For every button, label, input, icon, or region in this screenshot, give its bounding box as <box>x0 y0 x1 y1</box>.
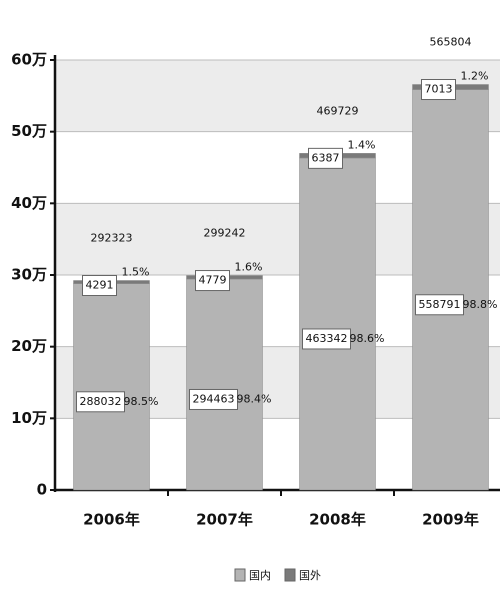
x-tick-label: 2007年 <box>196 511 253 529</box>
label-box <box>308 147 343 169</box>
x-tick-label: 2006年 <box>83 511 140 529</box>
bar-segment <box>73 283 150 491</box>
share-label: 98.8% <box>463 298 498 311</box>
label-box <box>195 270 230 292</box>
label-box <box>415 294 464 316</box>
label-box <box>421 79 456 101</box>
legend-label: 国外 <box>299 569 321 582</box>
data-label: 463342 <box>306 332 348 345</box>
y-tick-label: 20万 <box>11 337 47 355</box>
total-label: 469729 <box>317 104 359 117</box>
data-label: 6387 <box>312 151 340 164</box>
share-label: 1.6% <box>235 261 263 274</box>
share-label: 1.4% <box>348 138 376 151</box>
label-box <box>302 328 351 350</box>
data-label: 7013 <box>425 83 453 96</box>
x-tick-label: 2009年 <box>422 511 479 529</box>
share-label: 98.5% <box>124 395 159 408</box>
share-label: 1.2% <box>461 70 489 83</box>
label-box <box>76 391 125 413</box>
bar-segment <box>412 89 489 491</box>
data-label: 558791 <box>419 298 461 311</box>
x-tick-label: 2008年 <box>309 511 366 529</box>
data-label: 4779 <box>199 274 227 287</box>
y-tick-label: 30万 <box>11 266 47 284</box>
y-tick-label: 0 <box>37 481 47 499</box>
total-label: 292323 <box>91 232 133 245</box>
legend-label: 国内 <box>249 568 271 582</box>
y-tick-label: 40万 <box>11 194 47 212</box>
y-tick-label: 10万 <box>11 409 47 427</box>
total-label: 565804 <box>430 36 472 49</box>
legend-swatch <box>284 568 296 582</box>
share-label: 1.5% <box>122 266 150 279</box>
bar-segment <box>186 278 263 491</box>
label-box <box>189 388 238 410</box>
data-label: 294463 <box>193 392 235 405</box>
share-label: 98.4% <box>237 392 272 405</box>
label-box <box>82 275 117 297</box>
share-label: 98.6% <box>350 332 385 345</box>
bar-segment <box>299 157 376 491</box>
data-label: 288032 <box>80 395 122 408</box>
total-label: 299242 <box>204 227 246 240</box>
y-tick-label: 50万 <box>11 122 47 140</box>
data-label: 4291 <box>86 279 114 292</box>
legend-swatch <box>234 568 246 582</box>
y-tick-label: 60万 <box>11 51 47 69</box>
